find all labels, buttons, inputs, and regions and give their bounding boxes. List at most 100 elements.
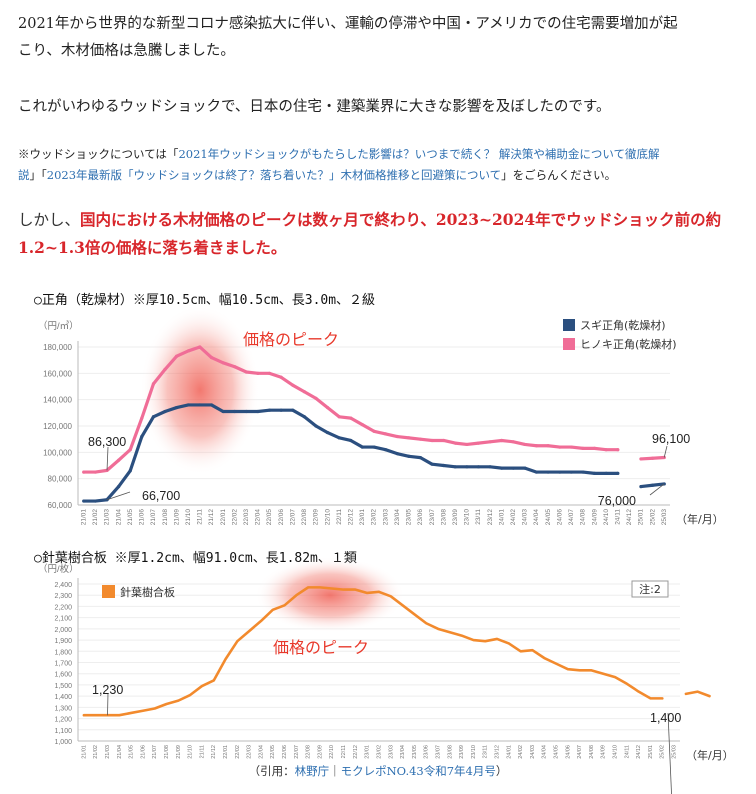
peak-annotation: 価格のピーク (273, 638, 369, 657)
y-tick-label: 60,000 (48, 501, 73, 510)
emphasis-line2: 1.2~1.3倍の価格に落ち着きました。 (18, 238, 287, 257)
x-tick-label: 24/07 (568, 509, 575, 526)
article-link-2021-woodshock[interactable]: 2021年ウッドショックがもたらした影響は？いつまで続く？ 解決策や補助金につい… (178, 147, 660, 161)
data-point (302, 390, 306, 394)
data-point (93, 499, 98, 503)
data-point (267, 408, 272, 412)
value-annotation: 66,700 (142, 489, 180, 503)
annotation-leader (663, 445, 668, 458)
data-point (256, 409, 260, 414)
x-tick-label: 22/06 (282, 745, 288, 759)
annotation-leader (106, 446, 109, 471)
data-point (279, 375, 283, 379)
data-point (314, 396, 318, 400)
x-tick-label: 23/09 (452, 509, 459, 526)
data-point (592, 471, 597, 475)
source-open: （引用： (248, 764, 295, 778)
data-point (558, 470, 562, 474)
data-point (314, 424, 318, 428)
source-link-forestry-agency[interactable]: 林野庁 (294, 764, 330, 778)
x-tick-label: 21/09 (176, 745, 182, 759)
source-close: ） (495, 764, 508, 778)
x-tick-label: 21/06 (139, 509, 146, 526)
x-tick-label: 22/04 (258, 745, 264, 759)
x-tick-label: 22/11 (336, 509, 343, 525)
x-tick-label: 22/10 (324, 509, 331, 526)
chart2-title: ○針葉樹合板 ※厚1.2cm、幅91.0cm、長1.82m、１類 (34, 551, 357, 566)
x-tick-label: 22/09 (313, 509, 320, 526)
data-point (244, 370, 248, 374)
data-point (523, 466, 527, 470)
legend-swatch (102, 585, 115, 598)
x-tick-label: 23/06 (424, 745, 430, 759)
legend-swatch (563, 319, 575, 331)
x-tick-label: 22/12 (353, 745, 359, 759)
data-point (221, 361, 225, 365)
data-point (128, 469, 132, 473)
data-point (163, 409, 167, 414)
y-tick-label: 1,800 (54, 649, 72, 656)
x-tick-label: 22/12 (348, 509, 355, 526)
y-tick-label: 80,000 (48, 475, 73, 484)
data-point (534, 444, 539, 448)
data-point (209, 355, 214, 360)
x-tick-label: 21/07 (150, 509, 157, 526)
data-point (360, 445, 364, 449)
y-tick-label: 2,200 (54, 604, 72, 611)
x-tick-label: 23/02 (376, 745, 382, 759)
article-link-2021-woodshock-cont[interactable]: 説 (18, 168, 30, 182)
x-tick-label: 22/05 (270, 745, 276, 759)
x-tick-label: 22/05 (266, 509, 273, 526)
x-tick-label: 23/03 (382, 509, 389, 526)
x-tick-label: 22/02 (231, 509, 238, 526)
data-point (650, 483, 655, 487)
y-axis-unit-label: （円/㎥） (38, 320, 79, 332)
data-point (465, 442, 469, 447)
x-tick-label: 21/12 (211, 745, 217, 759)
data-point (476, 465, 481, 469)
x-tick-label: 22/06 (278, 509, 285, 526)
data-point (233, 365, 237, 369)
data-point (581, 470, 585, 474)
data-point (349, 416, 353, 420)
data-point (592, 446, 597, 450)
x-tick-label: 23/07 (435, 745, 441, 759)
data-point (500, 466, 504, 470)
x-tick-label: 24/03 (522, 509, 529, 526)
x-tick-label: 23/03 (388, 745, 394, 759)
data-point (372, 429, 376, 433)
data-point (407, 454, 411, 458)
y-tick-label: 180,000 (43, 343, 72, 352)
y-tick-label: 1,300 (54, 705, 72, 712)
y-tick-label: 2,000 (54, 627, 72, 634)
x-tick-label: 24/06 (556, 509, 563, 526)
x-tick-label: 22/01 (223, 745, 229, 759)
x-tick-label: 21/03 (104, 509, 111, 526)
x-tick-label: 21/04 (117, 745, 123, 759)
data-point (395, 434, 399, 439)
x-tick-label: 21/02 (93, 745, 99, 759)
legend-label: スギ正角(乾燥材) (580, 318, 666, 332)
data-point (569, 470, 573, 474)
y-tick-label: 1,400 (54, 694, 72, 701)
x-tick-label: 21/10 (185, 509, 192, 526)
article-link-2023-woodshock[interactable]: 2023年最新版「ウッドショックは終了？落ち着いた？」木材価格推移と回避策につい… (46, 168, 502, 182)
y-tick-label: 120,000 (43, 422, 72, 431)
x-tick-label: 21/06 (140, 745, 146, 759)
x-tick-label: 23/04 (394, 509, 401, 526)
data-point (407, 436, 411, 440)
x-tick-label: 21/11 (197, 509, 204, 525)
annotation-leader (106, 491, 131, 501)
note-suffix: 」をごらんください。 (501, 168, 617, 182)
note-prefix: ※ウッドショックについては「 (18, 147, 179, 161)
x-tick-label: 21/11 (199, 745, 205, 758)
x-tick-label: 21/10 (188, 745, 194, 759)
data-point (337, 436, 341, 440)
x-tick-label: 23/08 (447, 745, 453, 759)
data-point (233, 409, 237, 414)
x-tick-label: 23/12 (494, 745, 500, 759)
x-tick-label: 21/05 (129, 745, 135, 759)
x-tick-label: 23/04 (400, 745, 406, 759)
x-tick-label: 23/01 (365, 745, 371, 759)
source-link-mokurepo[interactable]: モクレポNO.43令和7年4月号 (340, 764, 496, 778)
